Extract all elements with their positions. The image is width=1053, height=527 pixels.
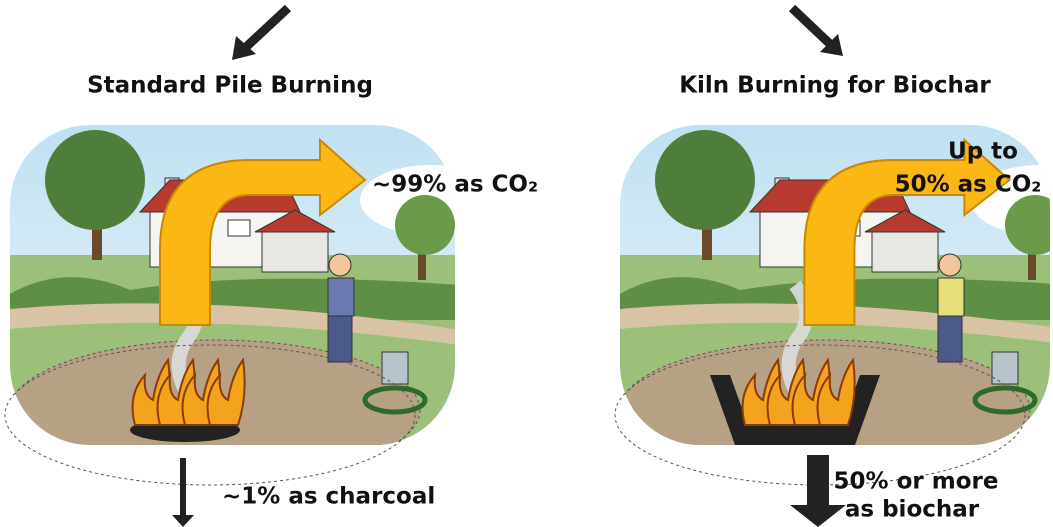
person-body bbox=[328, 278, 354, 316]
residue-label: as biochar bbox=[845, 497, 980, 523]
illustration: Standard Pile Burning Kiln Burning for B… bbox=[0, 0, 1053, 527]
residue-arrow-head bbox=[172, 515, 194, 527]
panel-title: Kiln Burning for Biochar bbox=[679, 73, 991, 99]
emission-label: 50% as CO₂ bbox=[895, 172, 1042, 198]
pointer-arrow bbox=[245, 8, 288, 48]
person-body bbox=[938, 278, 964, 316]
bucket bbox=[992, 352, 1018, 384]
tree bbox=[655, 130, 755, 230]
residue-arrow bbox=[807, 455, 829, 510]
panel-title: Standard Pile Burning bbox=[87, 73, 373, 99]
window bbox=[228, 220, 250, 236]
garage bbox=[262, 232, 328, 272]
pointer-arrow bbox=[792, 8, 830, 44]
residue-arrow-head bbox=[790, 505, 846, 527]
person-head bbox=[939, 254, 961, 276]
person-legs bbox=[328, 316, 352, 362]
person-legs bbox=[938, 316, 962, 362]
garage bbox=[872, 232, 938, 272]
emission-label: ~99% as CO₂ bbox=[372, 172, 538, 198]
residue-label: 50% or more bbox=[834, 469, 999, 495]
residue-label: ~1% as charcoal bbox=[222, 484, 435, 510]
person-head bbox=[329, 254, 351, 276]
tree bbox=[395, 195, 455, 255]
bucket bbox=[382, 352, 408, 384]
tree bbox=[45, 130, 145, 230]
emission-label: Up to bbox=[948, 139, 1018, 165]
